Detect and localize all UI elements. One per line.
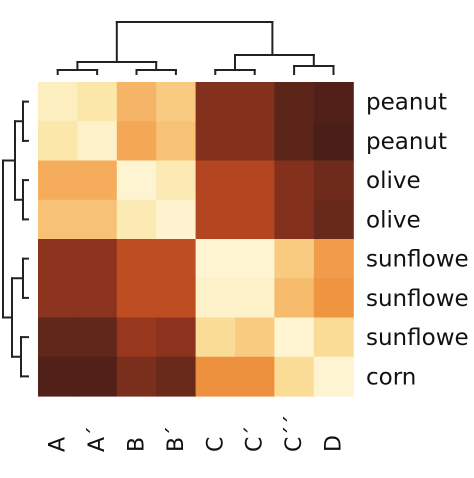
row-label: peanut (366, 90, 447, 116)
row-label: olive (366, 207, 421, 233)
heatmap-cell-0-5 (235, 82, 275, 122)
heatmap-cell-6-5 (235, 317, 275, 358)
heatmap-cell-0-7 (313, 82, 354, 122)
heatmap-cell-3-4 (195, 199, 236, 240)
heatmap-cell-2-1 (77, 160, 118, 201)
column-label: B´ (164, 426, 189, 452)
heatmap-cell-1-4 (195, 121, 236, 162)
heatmap-cell-6-1 (77, 317, 118, 358)
column-dendrogram (56, 21, 335, 75)
heatmap-cell-6-4 (195, 317, 236, 358)
heatmap-cell-7-7 (313, 356, 354, 397)
heatmap-cell-5-0 (38, 278, 78, 319)
heatmap-cell-4-2 (116, 239, 157, 279)
row-label: corn (366, 364, 416, 390)
column-label: B (125, 437, 150, 452)
column-label: D (322, 435, 347, 452)
heatmap-cell-4-5 (235, 239, 275, 279)
column-label: A (46, 437, 71, 452)
heatmap-cells (38, 82, 354, 397)
row-label: sunflowe (366, 247, 469, 273)
heatmap-cell-0-2 (116, 82, 157, 122)
heatmap-cell-2-6 (274, 160, 315, 201)
heatmap-cell-2-7 (313, 160, 354, 201)
column-labels: A A´ B B´ C C´ C´´ D (46, 415, 347, 452)
heatmap-cell-4-3 (156, 239, 197, 279)
heatmap-cell-7-3 (156, 356, 197, 397)
heatmap-cell-3-3 (156, 199, 197, 240)
heatmap-cell-4-6 (274, 239, 315, 279)
row-label: sunflowe (366, 286, 469, 312)
heatmap-cell-2-2 (116, 160, 157, 201)
heatmap-cell-4-7 (313, 239, 354, 279)
heatmap-cell-0-6 (274, 82, 315, 122)
heatmap-cell-1-3 (156, 121, 197, 162)
heatmap-cell-1-6 (274, 121, 315, 162)
row-label: peanut (366, 129, 447, 155)
heatmap-cell-3-6 (274, 199, 315, 240)
heatmap-cell-5-7 (313, 278, 354, 319)
heatmap-cell-6-7 (313, 317, 354, 358)
heatmap-cell-1-5 (235, 121, 275, 162)
heatmap-cell-3-0 (38, 199, 78, 240)
heatmap-cell-5-2 (116, 278, 157, 319)
column-label: C (203, 437, 228, 452)
heatmap-cell-0-4 (195, 82, 236, 122)
row-dendrogram (2, 100, 29, 378)
heatmap-cell-0-3 (156, 82, 197, 122)
heatmap-cell-6-6 (274, 317, 315, 358)
heatmap-cell-4-0 (38, 239, 78, 279)
heatmap-cell-4-1 (77, 239, 118, 279)
heatmap-cell-3-1 (77, 199, 118, 240)
row-label: sunflowe (366, 325, 469, 351)
heatmap-cell-1-1 (77, 121, 118, 162)
heatmap-cell-3-5 (235, 199, 275, 240)
heatmap-cell-7-4 (195, 356, 236, 397)
row-labels: peanut peanut olive olive sunflowe sunflowe su… (366, 90, 469, 391)
heatmap-cell-5-4 (195, 278, 236, 319)
heatmap-cell-3-2 (116, 199, 157, 240)
heatmap-cell-7-2 (116, 356, 157, 397)
heatmap-cell-5-1 (77, 278, 118, 319)
heatmap-cell-5-3 (156, 278, 197, 319)
heatmap-cell-6-2 (116, 317, 157, 358)
heatmap-cell-7-1 (77, 356, 118, 397)
heatmap-cell-7-5 (235, 356, 275, 397)
heatmap-cell-7-6 (274, 356, 315, 397)
heatmap-cell-1-0 (38, 121, 78, 162)
heatmap-cell-5-5 (235, 278, 275, 319)
row-label: olive (366, 168, 421, 194)
column-label: C´ (243, 426, 268, 452)
heatmap-cell-2-4 (195, 160, 236, 201)
column-label: C´´ (282, 415, 307, 452)
heatmap-cell-4-4 (195, 239, 236, 279)
heatmap-cell-2-0 (38, 160, 78, 201)
heatmap-cell-6-3 (156, 317, 197, 358)
heatmap-cell-0-0 (38, 82, 78, 122)
column-label: A´ (85, 426, 110, 452)
heatmap-cell-1-7 (313, 121, 354, 162)
heatmap-cell-2-5 (235, 160, 275, 201)
heatmap-cell-7-0 (38, 356, 78, 397)
heatmap-cell-1-2 (116, 121, 157, 162)
heatmap-cell-0-1 (77, 82, 118, 122)
heatmap-cell-2-3 (156, 160, 197, 201)
heatmap-cell-5-6 (274, 278, 315, 319)
heatmap-cell-6-0 (38, 317, 78, 358)
heatmap-cell-3-7 (313, 199, 354, 240)
